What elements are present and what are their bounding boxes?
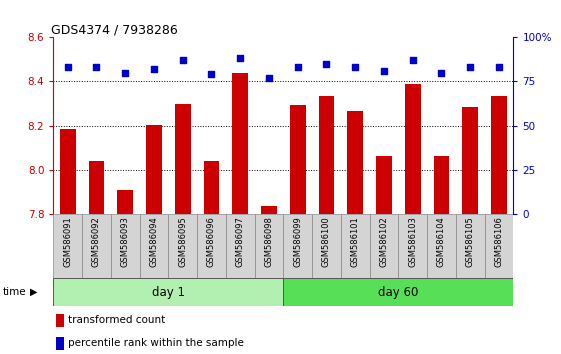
- Text: time: time: [3, 287, 26, 297]
- Point: [149, 66, 158, 72]
- FancyBboxPatch shape: [456, 214, 485, 278]
- FancyBboxPatch shape: [427, 214, 456, 278]
- Point: [178, 57, 187, 63]
- Bar: [89, 161, 104, 214]
- Point: [293, 64, 302, 70]
- FancyBboxPatch shape: [168, 214, 197, 278]
- Bar: [175, 103, 191, 214]
- Bar: [56, 337, 64, 350]
- Point: [92, 64, 101, 70]
- FancyBboxPatch shape: [140, 214, 168, 278]
- Point: [437, 70, 446, 75]
- Text: GSM586098: GSM586098: [264, 216, 273, 267]
- Point: [63, 64, 72, 70]
- Bar: [117, 190, 133, 214]
- FancyBboxPatch shape: [283, 278, 513, 306]
- Bar: [462, 107, 478, 214]
- Text: GSM586099: GSM586099: [293, 216, 302, 267]
- Text: GSM586095: GSM586095: [178, 216, 187, 267]
- Point: [121, 70, 130, 75]
- Text: GSM586100: GSM586100: [322, 216, 331, 267]
- FancyBboxPatch shape: [370, 214, 398, 278]
- Bar: [376, 155, 392, 214]
- Point: [494, 64, 503, 70]
- Point: [408, 57, 417, 63]
- FancyBboxPatch shape: [53, 278, 283, 306]
- FancyBboxPatch shape: [283, 214, 312, 278]
- FancyBboxPatch shape: [82, 214, 111, 278]
- Text: GDS4374 / 7938286: GDS4374 / 7938286: [51, 23, 178, 36]
- Bar: [60, 129, 76, 214]
- FancyBboxPatch shape: [485, 214, 513, 278]
- FancyBboxPatch shape: [398, 214, 427, 278]
- Bar: [261, 206, 277, 214]
- Bar: [491, 96, 507, 214]
- FancyBboxPatch shape: [255, 214, 283, 278]
- FancyBboxPatch shape: [312, 214, 341, 278]
- Bar: [405, 84, 421, 214]
- Text: GSM586091: GSM586091: [63, 216, 72, 267]
- Text: transformed count: transformed count: [68, 315, 165, 325]
- FancyBboxPatch shape: [111, 214, 140, 278]
- Text: GSM586106: GSM586106: [494, 216, 503, 267]
- Bar: [56, 314, 64, 327]
- Text: GSM586103: GSM586103: [408, 216, 417, 267]
- Text: GSM586092: GSM586092: [92, 216, 101, 267]
- Point: [379, 68, 388, 74]
- Point: [466, 64, 475, 70]
- Point: [351, 64, 360, 70]
- Text: GSM586101: GSM586101: [351, 216, 360, 267]
- FancyBboxPatch shape: [341, 214, 370, 278]
- Text: GSM586102: GSM586102: [379, 216, 388, 267]
- Text: GSM586096: GSM586096: [207, 216, 216, 267]
- FancyBboxPatch shape: [53, 214, 82, 278]
- Bar: [347, 111, 363, 214]
- Text: day 60: day 60: [378, 286, 419, 298]
- Bar: [232, 73, 248, 214]
- Text: GSM586105: GSM586105: [466, 216, 475, 267]
- Bar: [146, 125, 162, 214]
- Point: [236, 56, 245, 61]
- Bar: [290, 105, 306, 214]
- Point: [322, 61, 331, 67]
- FancyBboxPatch shape: [226, 214, 255, 278]
- FancyBboxPatch shape: [197, 214, 226, 278]
- Text: ▶: ▶: [30, 287, 37, 297]
- Text: day 1: day 1: [152, 286, 185, 298]
- Text: GSM586093: GSM586093: [121, 216, 130, 267]
- Text: GSM586104: GSM586104: [437, 216, 446, 267]
- Bar: [204, 161, 219, 214]
- Point: [207, 72, 216, 77]
- Text: GSM586097: GSM586097: [236, 216, 245, 267]
- Point: [264, 75, 273, 81]
- Bar: [434, 155, 449, 214]
- Bar: [319, 96, 334, 214]
- Text: percentile rank within the sample: percentile rank within the sample: [68, 338, 244, 348]
- Text: GSM586094: GSM586094: [149, 216, 158, 267]
